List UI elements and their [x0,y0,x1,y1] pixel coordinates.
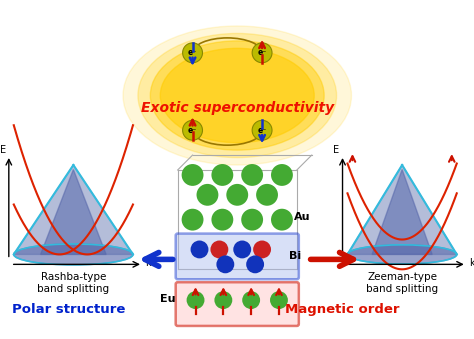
FancyBboxPatch shape [176,234,299,279]
Circle shape [182,120,202,140]
Circle shape [252,120,272,140]
Text: Zeeman-type
band splitting: Zeeman-type band splitting [366,272,438,294]
Circle shape [210,240,228,258]
Text: Magnetic order: Magnetic order [285,302,400,316]
Text: k: k [469,258,474,268]
Circle shape [271,209,293,231]
Polygon shape [14,165,133,254]
Text: e⁻: e⁻ [257,48,267,57]
Text: Polar structure: Polar structure [12,302,125,316]
Circle shape [241,209,263,231]
Circle shape [182,43,202,63]
Circle shape [241,164,263,186]
Text: Exotic superconductivity: Exotic superconductivity [141,101,334,115]
Text: k: k [145,258,151,268]
Circle shape [191,240,209,258]
Circle shape [211,164,233,186]
Circle shape [197,184,219,206]
Polygon shape [41,170,106,254]
Text: Au: Au [294,212,310,222]
Circle shape [187,291,204,309]
Circle shape [217,255,234,273]
Text: E: E [0,145,6,155]
Text: e⁻: e⁻ [188,126,197,135]
Circle shape [182,164,203,186]
Circle shape [256,184,278,206]
Text: Bi: Bi [289,252,301,261]
Circle shape [252,43,272,63]
Polygon shape [372,170,432,254]
FancyBboxPatch shape [176,282,299,326]
Ellipse shape [160,48,314,143]
Ellipse shape [123,26,351,165]
Text: Rashba-type
band splitting: Rashba-type band splitting [37,272,109,294]
Circle shape [226,184,248,206]
Ellipse shape [347,245,457,264]
Ellipse shape [150,41,324,150]
Circle shape [242,291,260,309]
Circle shape [270,291,288,309]
Circle shape [253,240,271,258]
Text: e⁻: e⁻ [257,126,267,135]
Circle shape [246,255,264,273]
Ellipse shape [14,244,133,265]
Polygon shape [347,165,457,254]
Circle shape [233,240,251,258]
Circle shape [182,209,203,231]
Text: Eu: Eu [160,294,175,304]
Circle shape [211,209,233,231]
Text: E: E [333,145,339,155]
Circle shape [271,164,293,186]
Ellipse shape [138,34,337,158]
Text: e⁻: e⁻ [188,48,197,57]
Circle shape [214,291,232,309]
